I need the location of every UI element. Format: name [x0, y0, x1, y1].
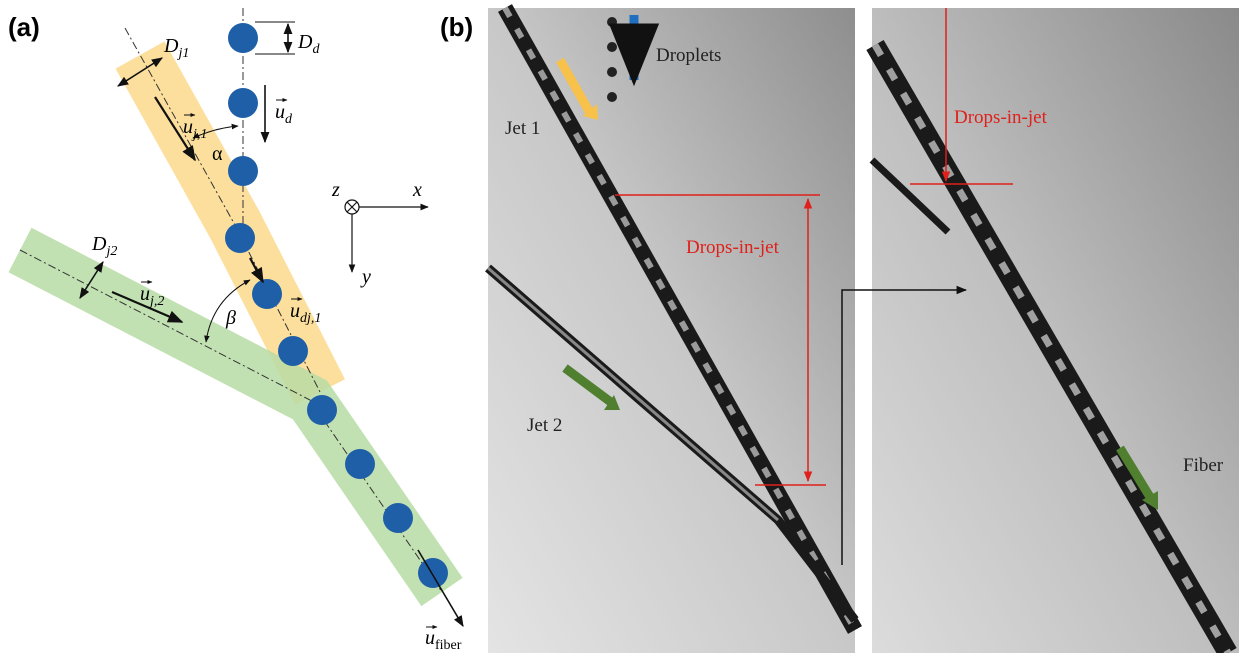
label-u-d: ud [275, 101, 293, 127]
symbol: u [183, 116, 193, 138]
label-beta: β [225, 307, 236, 329]
photo-right [872, 8, 1239, 653]
subscript: j1 [176, 46, 189, 61]
figure: (a) Dd ud Dj1 uj,1 α z x [0, 0, 1239, 653]
drops-in-jet-label: Drops-in-jet [954, 107, 1048, 128]
droplets-label: Droplets [656, 45, 721, 66]
panel-label: (a) [8, 12, 40, 42]
label-D-d: Dd [297, 31, 320, 57]
subscript: j,1 [191, 127, 207, 142]
symbol: D [91, 233, 107, 255]
panel-label: (b) [440, 12, 473, 42]
symbol: u [275, 101, 285, 123]
subscript: fiber [435, 638, 462, 653]
symbol: u [140, 283, 150, 305]
label-u-fiber: ufiber [425, 627, 462, 653]
panel-b: (b) Droplets Jet 1 Jet 2 Drops-in-jet Dr… [440, 8, 1239, 653]
axis-x: x [412, 179, 422, 201]
label-alpha: α [212, 143, 223, 165]
fiber-label: Fiber [1183, 455, 1224, 476]
subscript: d [285, 112, 293, 127]
subscript: dj,1 [300, 311, 321, 326]
jet1-label: Jet 1 [505, 118, 540, 139]
jet-2-band [20, 250, 442, 592]
symbol: u [290, 300, 300, 322]
symbol: D [163, 35, 179, 57]
drops-in-jet-label: Drops-in-jet [686, 237, 780, 258]
page: (a) Dd ud Dj1 uj,1 α z x [0, 0, 1239, 653]
subscript: d [312, 42, 320, 57]
subscript: j2 [104, 244, 117, 259]
jet2-label: Jet 2 [527, 415, 562, 436]
photo-left [488, 8, 855, 653]
droplets [225, 23, 448, 588]
symbol: D [297, 31, 313, 53]
symbol: u [425, 627, 435, 649]
panel-a: (a) Dd ud Dj1 uj,1 α z x [8, 8, 463, 653]
subscript: j,2 [148, 294, 164, 309]
label-D-j2: Dj2 [91, 233, 117, 259]
axis-z: z [331, 179, 340, 201]
axis-y: y [360, 266, 371, 288]
